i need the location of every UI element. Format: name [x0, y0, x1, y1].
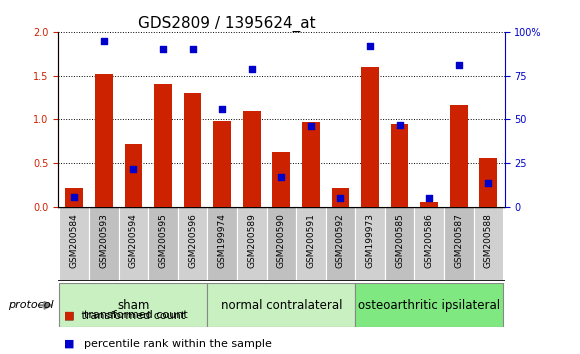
Text: GSM199974: GSM199974	[218, 213, 227, 268]
Point	[158, 47, 168, 52]
Text: GSM200595: GSM200595	[158, 213, 168, 268]
Text: GSM200589: GSM200589	[247, 213, 256, 268]
Text: GSM200587: GSM200587	[454, 213, 463, 268]
Bar	[125, 144, 142, 207]
Bar	[60, 207, 89, 281]
Point	[218, 106, 227, 112]
Point	[99, 38, 108, 44]
Bar	[267, 207, 296, 281]
Text: GSM200590: GSM200590	[277, 213, 286, 268]
Text: ■: ■	[64, 310, 74, 320]
Bar	[450, 104, 467, 207]
Bar	[95, 74, 113, 207]
Text: GSM200585: GSM200585	[395, 213, 404, 268]
Text: sham: sham	[117, 299, 150, 312]
Point	[306, 124, 316, 129]
Point	[188, 47, 197, 52]
Point	[277, 175, 286, 180]
Point	[70, 194, 79, 199]
Text: GSM200594: GSM200594	[129, 213, 138, 268]
Bar	[391, 124, 408, 207]
Bar	[213, 121, 231, 207]
Bar	[154, 85, 172, 207]
Point	[129, 166, 138, 171]
Bar	[302, 122, 320, 207]
Bar	[60, 283, 208, 327]
Text: GSM200588: GSM200588	[484, 213, 493, 268]
Point	[425, 195, 434, 201]
Point	[365, 43, 375, 49]
Bar	[208, 283, 355, 327]
Bar	[444, 207, 473, 281]
Bar	[89, 207, 119, 281]
Bar	[420, 202, 438, 207]
Text: osteoarthritic ipsilateral: osteoarthritic ipsilateral	[358, 299, 500, 312]
Text: GSM200596: GSM200596	[188, 213, 197, 268]
Bar	[273, 152, 290, 207]
Text: GSM199973: GSM199973	[365, 213, 375, 268]
Point	[336, 195, 345, 201]
Point	[484, 180, 493, 185]
Bar	[243, 111, 260, 207]
Text: GSM200591: GSM200591	[306, 213, 316, 268]
Bar	[355, 207, 385, 281]
Bar	[473, 207, 503, 281]
Bar	[480, 158, 497, 207]
Text: percentile rank within the sample: percentile rank within the sample	[84, 339, 272, 349]
Point	[247, 66, 256, 72]
Point	[454, 62, 463, 68]
Bar	[332, 188, 349, 207]
Bar	[208, 207, 237, 281]
Bar	[325, 207, 355, 281]
Text: GSM200586: GSM200586	[425, 213, 434, 268]
Bar	[414, 207, 444, 281]
Text: GSM200584: GSM200584	[70, 213, 79, 268]
Bar	[296, 207, 325, 281]
Text: ■  transformed count: ■ transformed count	[64, 310, 185, 320]
Bar	[361, 67, 379, 207]
Text: normal contralateral: normal contralateral	[220, 299, 342, 312]
Bar	[178, 207, 208, 281]
Bar	[119, 207, 148, 281]
Bar	[385, 207, 414, 281]
Text: ■: ■	[64, 339, 74, 349]
Text: GSM200593: GSM200593	[99, 213, 108, 268]
Text: GSM200592: GSM200592	[336, 213, 345, 268]
Point	[395, 122, 404, 127]
Bar	[237, 207, 267, 281]
Bar	[148, 207, 178, 281]
Text: GDS2809 / 1395624_at: GDS2809 / 1395624_at	[139, 16, 316, 32]
Bar	[184, 93, 201, 207]
Bar	[66, 188, 83, 207]
Text: protocol: protocol	[8, 300, 53, 310]
Bar	[355, 283, 503, 327]
Text: transformed count: transformed count	[84, 310, 188, 320]
